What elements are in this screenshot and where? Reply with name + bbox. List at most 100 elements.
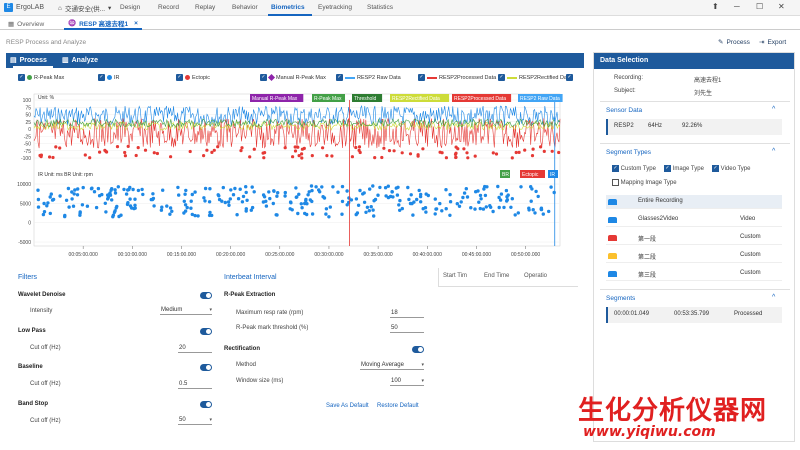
nav-biometrics[interactable]: Biometrics xyxy=(271,4,305,11)
ir-point xyxy=(305,202,309,206)
segment-row[interactable]: 第一段 Custom xyxy=(606,231,782,245)
intensity-select[interactable]: Medium ▾ xyxy=(160,307,212,315)
ir-point xyxy=(241,194,246,199)
save-default-button[interactable]: Save As Default xyxy=(326,403,369,409)
ir-point xyxy=(49,192,53,196)
bandstop-cutoff-select[interactable]: 50 ▾ xyxy=(178,417,212,425)
resp-signal-chart[interactable]: 1007550250-25-50-75-1001000050000-5000Un… xyxy=(10,86,574,262)
segment-row[interactable]: 第三段 Custom xyxy=(606,267,782,281)
lowpass-toggle[interactable] xyxy=(200,328,212,335)
export-button[interactable]: ⇥ Export xyxy=(759,38,787,47)
nav-replay[interactable]: Replay xyxy=(195,4,216,11)
rpeak-threshold-input[interactable]: 50 xyxy=(390,324,424,333)
chevron-up-icon[interactable]: ^ xyxy=(772,106,776,113)
series-tag-label: BR xyxy=(502,172,509,178)
sensor-row[interactable]: RESP2 64Hz 92.26% xyxy=(606,119,782,135)
col-operation[interactable]: Operatio xyxy=(524,273,548,279)
tab-overview[interactable]: ▦ Overview xyxy=(8,20,45,29)
ectopic-point xyxy=(523,148,527,152)
analyze-tab[interactable]: ▥ Analyze xyxy=(62,56,99,65)
project-selector[interactable]: ⌂ 交通安全(供... ▾ xyxy=(58,4,112,14)
rpeak-series xyxy=(33,118,561,129)
ir-point xyxy=(182,211,186,215)
video-type-checkbox[interactable]: ✓ Video Type xyxy=(712,165,751,173)
chevron-up-icon[interactable]: ^ xyxy=(772,148,776,155)
wavelet-toggle[interactable] xyxy=(200,292,212,299)
image-type-checkbox[interactable]: ✓ Image Type xyxy=(664,165,704,173)
wavelet-label: Wavelet Denoise xyxy=(18,292,66,298)
col-end-time[interactable]: End Time xyxy=(484,273,510,279)
bandstop-label: Band Stop xyxy=(18,401,48,407)
ir-point xyxy=(354,197,359,201)
legend-raw[interactable]: ✓ RESP2 Raw Data xyxy=(336,74,401,81)
method-select[interactable]: Moving Average ▾ xyxy=(360,362,424,370)
y-tick-label: -25 xyxy=(24,134,31,140)
ectopic-point xyxy=(382,146,386,150)
ir-point xyxy=(89,187,94,191)
rpeak-threshold-label: R-Peak mark threshold (%) xyxy=(236,325,309,331)
rectification-toggle[interactable] xyxy=(412,346,424,353)
ir-point xyxy=(536,194,540,199)
window-size-select[interactable]: 100 ▾ xyxy=(390,378,424,386)
ectopic-point xyxy=(88,156,92,160)
ir-point xyxy=(226,200,231,204)
site-watermark-url: www.yiqiwu.com xyxy=(583,424,716,440)
tab-resp[interactable]: ♒ RESP 高速去程1 × xyxy=(64,18,142,30)
bandstop-toggle[interactable] xyxy=(200,401,212,408)
ir-point xyxy=(231,193,236,197)
legend-rectified[interactable]: ✓ RESP2Rectified Data xyxy=(498,74,572,81)
baseline-toggle[interactable] xyxy=(200,364,212,371)
close-tab-icon[interactable]: × xyxy=(134,19,138,27)
nav-eyetracking[interactable]: Eyetracking xyxy=(318,4,352,11)
ir-point xyxy=(106,193,110,197)
close-icon[interactable]: ✕ xyxy=(778,2,785,11)
page-subtitle: RESP Process and Analyze xyxy=(6,39,87,46)
ir-point xyxy=(433,212,437,216)
nav-statistics[interactable]: Statistics xyxy=(367,4,394,11)
series-tag xyxy=(250,94,304,102)
segment-row[interactable]: Glasses2Video Video xyxy=(606,213,782,227)
col-start-time[interactable]: Start Tim xyxy=(443,273,468,279)
car-icon xyxy=(608,217,617,223)
segment-entry[interactable]: 00:00:01.049 00:53:35.799 Processed xyxy=(606,307,782,323)
legend-ir[interactable]: ✓ IR xyxy=(98,74,120,81)
ectopic-point xyxy=(357,148,361,152)
baseline-cutoff-input[interactable]: 0.5 xyxy=(178,380,212,389)
custom-type-checkbox[interactable]: ✓ Custom Type xyxy=(612,165,656,173)
ir-point xyxy=(400,206,404,211)
legend-more[interactable]: ✓ xyxy=(566,74,573,81)
recording-value[interactable]: 高速去程1 xyxy=(694,78,722,84)
segment-row[interactable]: 第二段 Custom xyxy=(606,249,782,263)
ir-point xyxy=(261,193,266,197)
segment-row[interactable]: Entire Recording xyxy=(606,195,782,209)
car-icon xyxy=(608,199,617,205)
ir-point xyxy=(227,203,231,207)
ir-point xyxy=(309,184,314,188)
upload-icon[interactable]: ⬆ xyxy=(712,2,719,11)
ir-point xyxy=(510,197,514,201)
max-resp-input[interactable]: 18 xyxy=(390,309,424,318)
nav-behavior[interactable]: Behavior xyxy=(232,4,258,11)
export-icon: ⇥ xyxy=(759,39,765,46)
ir-point xyxy=(477,200,481,204)
legend-rpeak[interactable]: ✓ R-Peak Max xyxy=(18,74,65,81)
mapping-type-checkbox[interactable]: Mapping Image Type xyxy=(612,179,677,186)
filters-title: Filters xyxy=(18,274,38,281)
minimize-icon[interactable]: ─ xyxy=(734,2,740,11)
maximize-icon[interactable]: ☐ xyxy=(756,2,764,11)
legend-processed[interactable]: ✓ RESP2Processed Data xyxy=(418,74,497,81)
ir-point xyxy=(271,201,275,206)
ectopic-point xyxy=(444,156,448,160)
subject-value[interactable]: 刘先生 xyxy=(694,91,713,97)
chevron-up-icon[interactable]: ^ xyxy=(772,294,776,301)
ir-point xyxy=(78,211,82,215)
legend-manual[interactable]: ✓ Manual R-Peak Max xyxy=(260,73,326,82)
restore-default-button[interactable]: Restore Default xyxy=(377,403,419,409)
legend-ectopic[interactable]: ✓ Ectopic xyxy=(176,74,211,81)
process-tab[interactable]: ▤ Process xyxy=(10,56,47,65)
nav-design[interactable]: Design xyxy=(120,4,141,11)
lowpass-cutoff-input[interactable]: 20 xyxy=(178,344,212,353)
ir-point xyxy=(314,185,318,189)
process-button[interactable]: ✎ Process xyxy=(718,38,750,47)
nav-record[interactable]: Record xyxy=(158,4,179,11)
